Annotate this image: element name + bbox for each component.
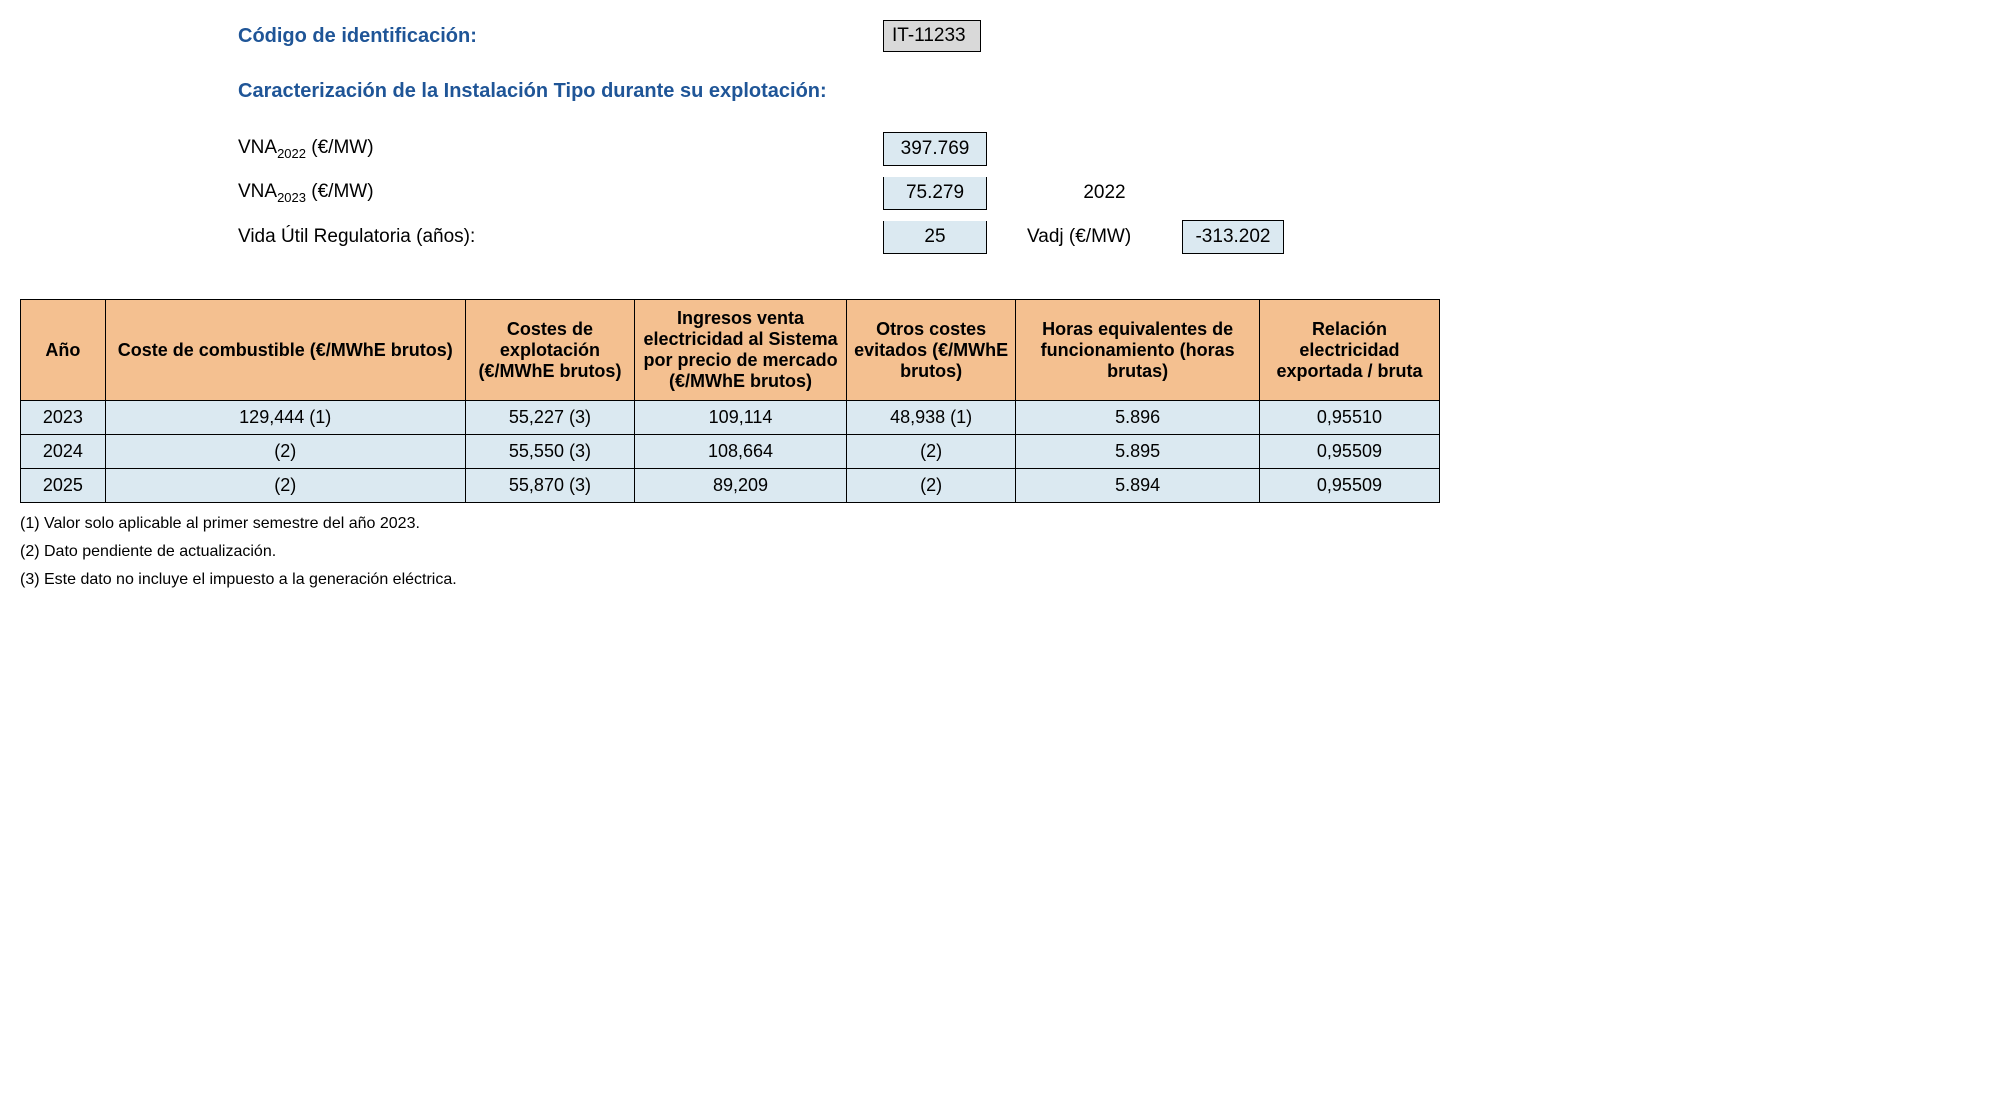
table-cell: 48,938 (1) <box>846 401 1015 435</box>
table-cell: 0,95509 <box>1259 469 1439 503</box>
table-header-cell: Costes de explotación (€/MWhE brutos) <box>465 300 634 401</box>
table-header-cell: Otros costes evitados (€/MWhE brutos) <box>846 300 1015 401</box>
table-header-cell: Ingresos venta electricidad al Sistema p… <box>635 300 847 401</box>
footnote: (3) Este dato no incluye el impuesto a l… <box>20 571 1440 589</box>
footnotes: (1) Valor solo aplicable al primer semes… <box>20 515 1440 589</box>
table-header-cell: Coste de combustible (€/MWhE brutos) <box>105 300 465 401</box>
table-body: 2023129,444 (1)55,227 (3)109,11448,938 (… <box>21 401 1440 503</box>
table-cell: 55,550 (3) <box>465 435 634 469</box>
vadj-value: -313.202 <box>1182 220 1284 254</box>
table-cell: 5.894 <box>1016 469 1260 503</box>
table-header-cell: Relación electricidad exportada / bruta <box>1259 300 1439 401</box>
table-cell: (2) <box>105 469 465 503</box>
param-vida-row: Vida Útil Regulatoria (años): 25 Vadj (€… <box>238 215 1440 259</box>
table-cell: 0,95509 <box>1259 435 1439 469</box>
vna2022-label: VNA2022 (€/MW) <box>238 137 883 161</box>
table-cell: (2) <box>105 435 465 469</box>
id-value-box: IT-11233 <box>883 20 981 52</box>
param-vna2022-row: VNA2022 (€/MW) 397.769 <box>238 127 1440 171</box>
vna2023-unit: (€/MW) <box>306 181 374 202</box>
footnote: (2) Dato pendiente de actualización. <box>20 543 1440 561</box>
table-cell: 2025 <box>21 469 106 503</box>
id-label: Código de identificación: <box>238 25 883 48</box>
vna2023-prefix: VNA <box>238 181 277 202</box>
table-cell: 129,444 (1) <box>105 401 465 435</box>
footnote: (1) Valor solo aplicable al primer semes… <box>20 515 1440 533</box>
table-cell: 108,664 <box>635 435 847 469</box>
table-header-cell: Horas equivalentes de funcionamiento (ho… <box>1016 300 1260 401</box>
vadj-label: Vadj (€/MW) <box>1027 226 1182 248</box>
vna2022-value: 397.769 <box>883 132 987 166</box>
vida-label: Vida Útil Regulatoria (años): <box>238 226 883 248</box>
param-vna2023-row: VNA2023 (€/MW) 75.279 2022 <box>238 171 1440 215</box>
table-cell: (2) <box>846 435 1015 469</box>
table-cell: 55,227 (3) <box>465 401 634 435</box>
vna2023-value: 75.279 <box>883 177 987 210</box>
vna2022-prefix: VNA <box>238 137 277 158</box>
vna2022-unit: (€/MW) <box>306 137 374 158</box>
table-cell: (2) <box>846 469 1015 503</box>
table-cell: 89,209 <box>635 469 847 503</box>
vida-value: 25 <box>883 221 987 254</box>
table-cell: 0,95510 <box>1259 401 1439 435</box>
table-row: 2024(2)55,550 (3)108,664(2)5.8950,95509 <box>21 435 1440 469</box>
identification-row: Código de identificación: IT-11233 <box>238 20 1440 52</box>
table-cell: 2023 <box>21 401 106 435</box>
table-cell: 2024 <box>21 435 106 469</box>
vna2023-label: VNA2023 (€/MW) <box>238 181 883 205</box>
vna2023-sub: 2023 <box>277 190 306 205</box>
vadj-year: 2022 <box>1027 182 1182 204</box>
table-cell: 55,870 (3) <box>465 469 634 503</box>
table-header-cell: Año <box>21 300 106 401</box>
section-title: Caracterización de la Instalación Tipo d… <box>238 80 1440 103</box>
table-cell: 109,114 <box>635 401 847 435</box>
table-cell: 5.896 <box>1016 401 1260 435</box>
table-row: 2023129,444 (1)55,227 (3)109,11448,938 (… <box>21 401 1440 435</box>
vna2022-sub: 2022 <box>277 146 306 161</box>
table-row: 2025(2)55,870 (3)89,209(2)5.8940,95509 <box>21 469 1440 503</box>
data-table: AñoCoste de combustible (€/MWhE brutos)C… <box>20 299 1440 503</box>
parameters-block: VNA2022 (€/MW) 397.769 VNA2023 (€/MW) 75… <box>238 127 1440 259</box>
table-header-row: AñoCoste de combustible (€/MWhE brutos)C… <box>21 300 1440 401</box>
table-cell: 5.895 <box>1016 435 1260 469</box>
